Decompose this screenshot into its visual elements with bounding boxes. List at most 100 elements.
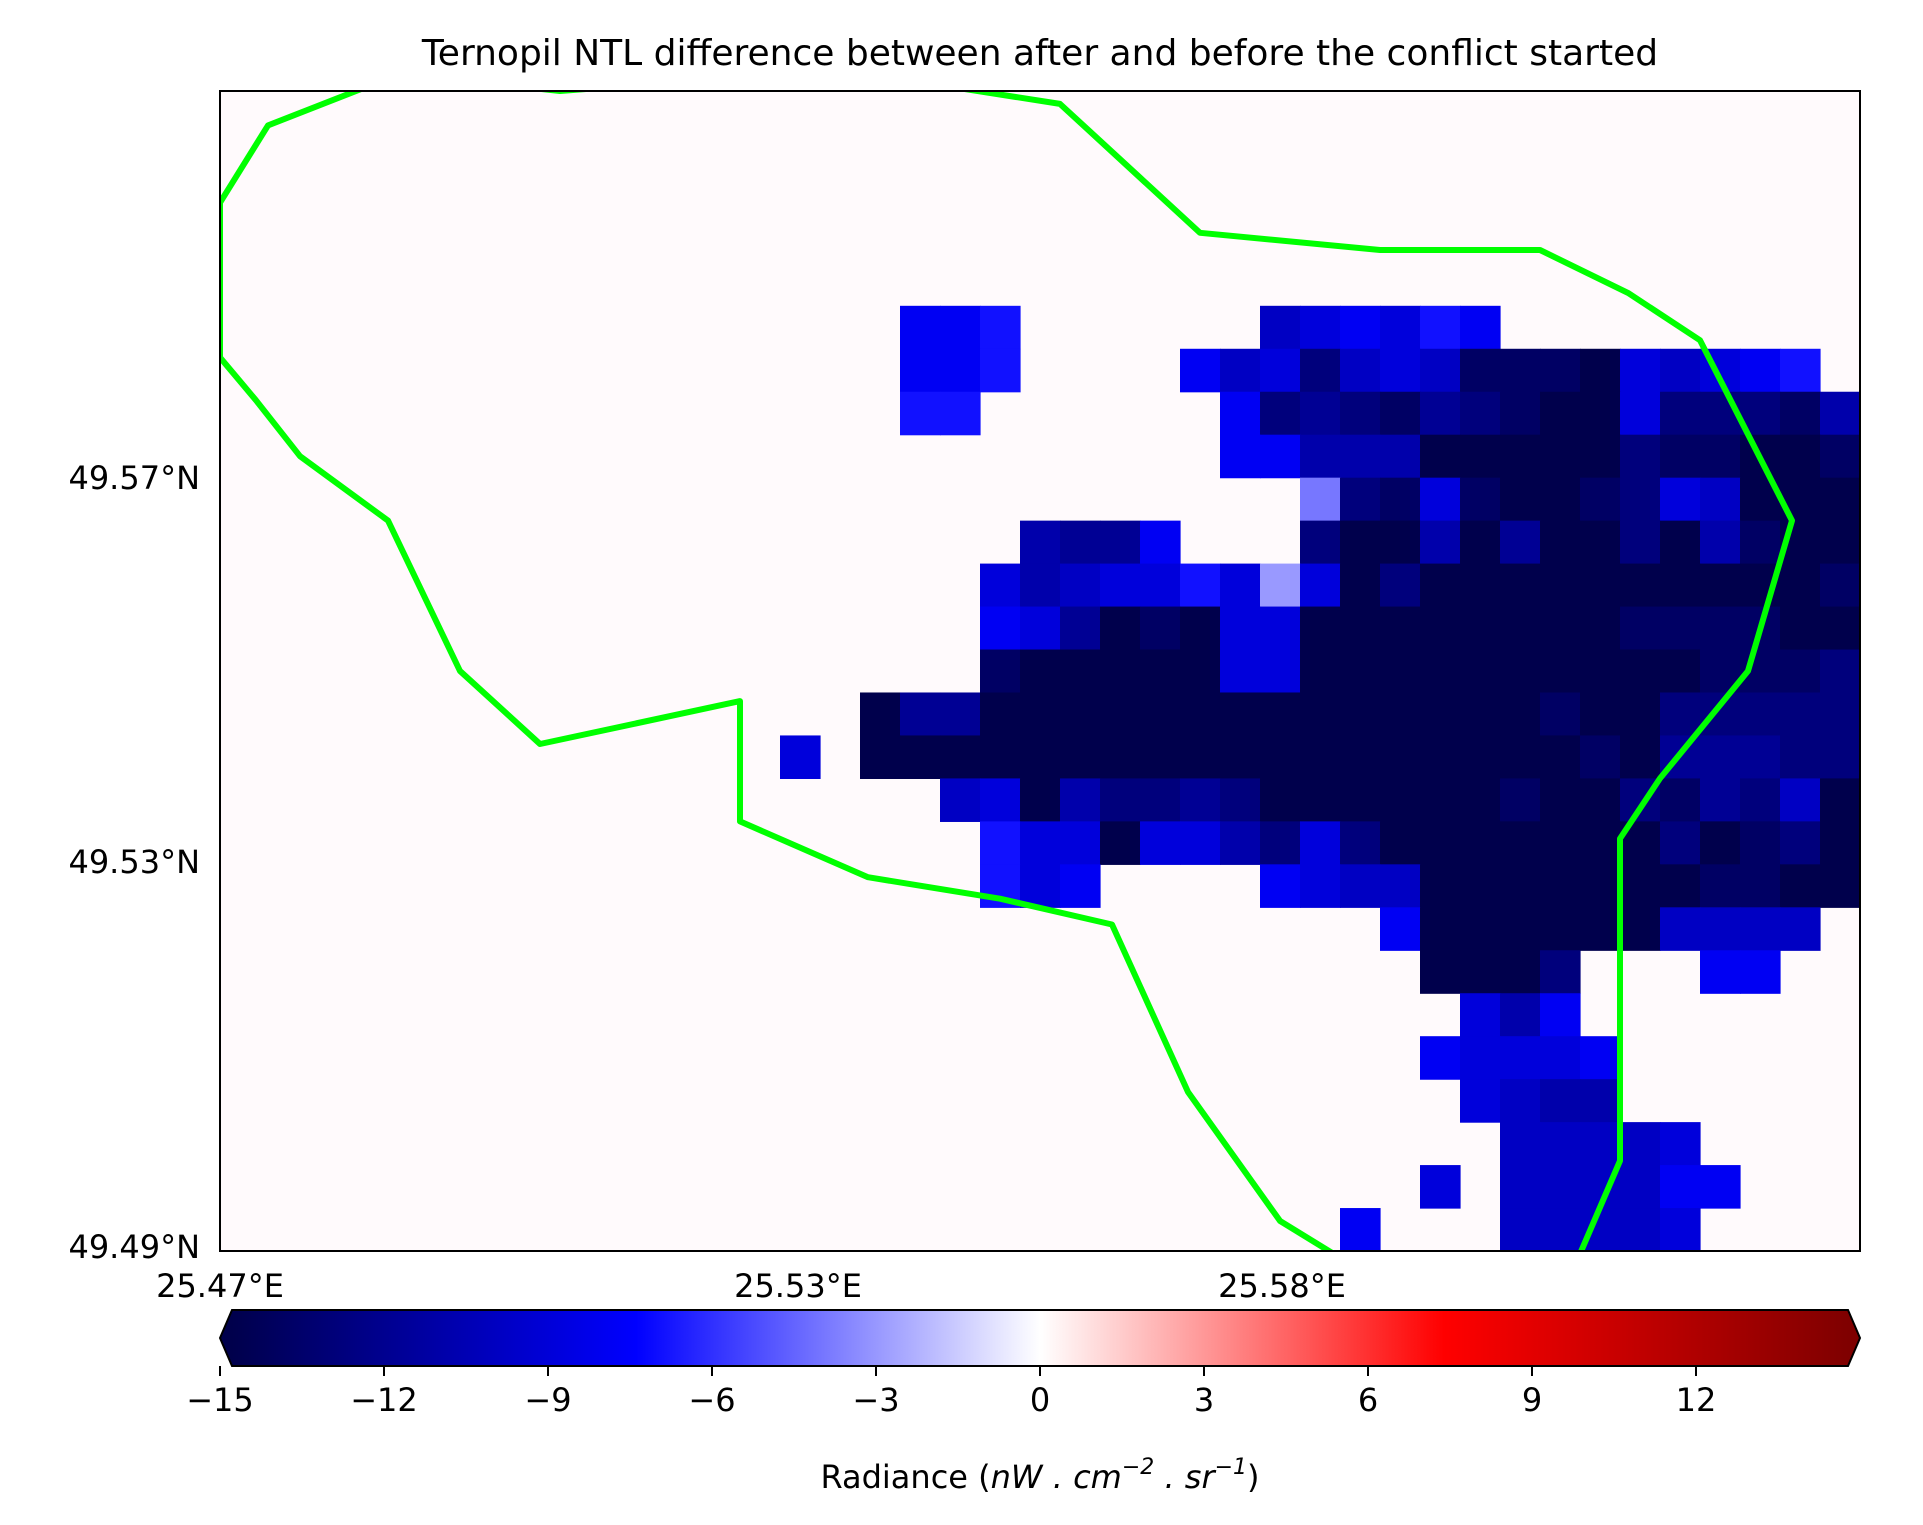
- radiance-cell: [1060, 778, 1101, 822]
- radiance-cell: [1020, 606, 1061, 651]
- radiance-cell: [1300, 649, 1341, 694]
- radiance-cell: [1300, 821, 1341, 865]
- radiance-cell: [1900, 650, 1923, 694]
- radiance-cell: [1660, 434, 1701, 479]
- radiance-cell: [1340, 477, 1381, 522]
- radiance-cell: [1380, 563, 1421, 608]
- radiance-cell: [1580, 1122, 1621, 1166]
- radiance-cell: [1380, 692, 1421, 737]
- colorbar-tick-label: 3: [1194, 1381, 1214, 1419]
- radiance-cell: [1820, 864, 1860, 908]
- radiance-cell: [1660, 864, 1701, 908]
- x-tick-label: 25.53°E: [734, 1267, 862, 1305]
- radiance-cell: [1900, 435, 1923, 479]
- radiance-cell: [1620, 1208, 1661, 1251]
- radiance-cell: [1620, 1251, 1661, 1295]
- radiance-cell: [1100, 692, 1141, 737]
- radiance-cell: [1540, 348, 1581, 393]
- radiance-cell: [900, 391, 941, 436]
- radiance-cell: [1540, 778, 1581, 822]
- radiance-cell: [1700, 1251, 1741, 1295]
- x-tick-label: 25.58°E: [1218, 1267, 1346, 1305]
- radiance-cell: [1460, 305, 1501, 350]
- radiance-cell: [1140, 735, 1181, 779]
- colorbar-tick-label: −9: [524, 1381, 571, 1419]
- radiance-cell: [1260, 735, 1301, 779]
- radiance-cell: [1660, 1251, 1701, 1295]
- radiance-cell: [1620, 606, 1661, 651]
- radiance-cell: [1260, 391, 1301, 436]
- colorbar-tick-label: 0: [1030, 1381, 1050, 1419]
- radiance-cell: [1860, 821, 1901, 865]
- radiance-cell: [1580, 348, 1621, 393]
- radiance-cell: [1500, 477, 1541, 522]
- radiance-cell: [1540, 864, 1581, 908]
- radiance-cell: [1820, 606, 1860, 651]
- colorbar-tick-label: −12: [350, 1381, 418, 1419]
- radiance-cell: [1660, 348, 1701, 393]
- radiance-cell: [1820, 692, 1860, 737]
- radiance-cell: [1020, 649, 1061, 694]
- radiance-cell: [1460, 563, 1501, 608]
- radiance-cell: [1900, 607, 1923, 651]
- radiance-cell: [1620, 649, 1661, 694]
- radiance-cell: [1660, 907, 1701, 951]
- radiance-cell: [1420, 864, 1461, 908]
- radiance-cell: [1260, 778, 1301, 822]
- radiance-cell: [1100, 821, 1141, 865]
- radiance-cell: [1900, 778, 1923, 822]
- radiance-cell: [1500, 348, 1541, 393]
- radiance-cell: [1100, 606, 1141, 651]
- radiance-cell: [1580, 1079, 1621, 1123]
- radiance-cell: [1900, 692, 1923, 736]
- radiance-cell: [1700, 606, 1741, 651]
- radiance-cell: [1420, 563, 1461, 608]
- radiance-cell: [1340, 692, 1381, 737]
- radiance-cell: [980, 606, 1021, 651]
- radiance-cell: [1380, 477, 1421, 522]
- radiance-cell: [980, 692, 1021, 737]
- radiance-cell: [1060, 735, 1101, 779]
- radiance-cell: [1260, 864, 1301, 908]
- radiance-cell: [1660, 520, 1701, 565]
- radiance-cell: [1460, 864, 1501, 908]
- radiance-cell: [1060, 606, 1101, 651]
- radiance-cell: [1100, 520, 1141, 565]
- radiance-cell: [1500, 735, 1541, 779]
- chart-title: Ternopil NTL difference between after an…: [421, 33, 1658, 74]
- colorbar-tick-label: 6: [1358, 1381, 1378, 1419]
- radiance-cell: [860, 735, 901, 779]
- radiance-cell: [1460, 606, 1501, 651]
- radiance-cell: [1540, 1036, 1581, 1080]
- radiance-cell: [1500, 1208, 1541, 1251]
- radiance-cell: [1780, 434, 1821, 479]
- radiance-cell: [1540, 1165, 1581, 1209]
- radiance-cell: [1660, 778, 1701, 822]
- radiance-cell: [1340, 520, 1381, 565]
- radiance-cell: [1300, 305, 1341, 350]
- radiance-cell: [1620, 348, 1661, 393]
- radiance-cell: [1540, 1122, 1581, 1166]
- radiance-cell: [1220, 391, 1261, 436]
- radiance-cell: [980, 821, 1021, 865]
- radiance-cell: [1540, 950, 1581, 994]
- radiance-cell: [1780, 692, 1821, 737]
- radiance-cell: [1300, 563, 1341, 608]
- radiance-cell: [1460, 821, 1501, 865]
- radiance-cell: [1660, 1208, 1701, 1251]
- y-tick-label: 49.53°N: [68, 843, 200, 881]
- radiance-cell: [1340, 305, 1381, 350]
- radiance-cell: [1660, 692, 1701, 737]
- radiance-cell: [1380, 864, 1421, 908]
- radiance-cell: [1500, 864, 1541, 908]
- radiance-cell: [1620, 520, 1661, 565]
- radiance-cell: [1700, 434, 1741, 479]
- radiance-cell: [1860, 778, 1901, 822]
- axes-frame: [219, 90, 1861, 1252]
- colorbar-tick-label: 9: [1522, 1381, 1542, 1419]
- radiance-cell: [1500, 1165, 1541, 1209]
- radiance-cell: [1300, 477, 1341, 522]
- radiance-cell: [1260, 563, 1301, 608]
- radiance-cell: [860, 692, 901, 737]
- radiance-cell: [1180, 821, 1221, 865]
